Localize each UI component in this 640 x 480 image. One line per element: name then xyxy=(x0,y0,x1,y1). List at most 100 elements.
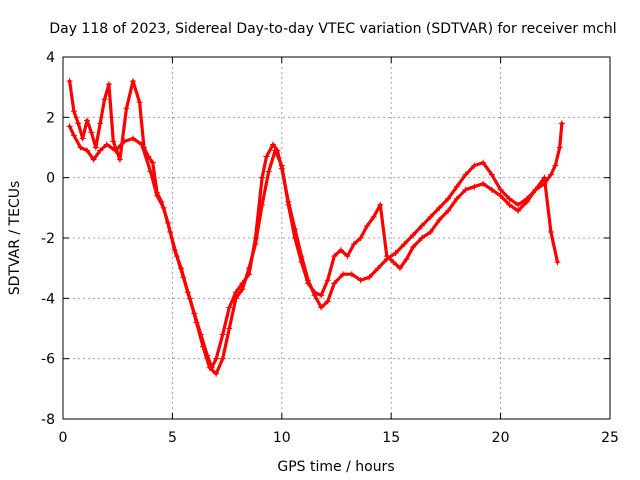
data-point xyxy=(272,147,279,154)
data-point xyxy=(147,168,154,175)
data-point xyxy=(515,201,522,208)
data-point xyxy=(383,253,390,260)
data-point xyxy=(232,295,239,302)
data-point xyxy=(298,259,305,266)
data-point xyxy=(116,156,123,163)
data-point xyxy=(75,120,82,127)
plot-frame xyxy=(62,56,611,420)
data-point xyxy=(97,147,104,154)
data-point xyxy=(90,156,97,163)
data-point xyxy=(186,295,193,302)
data-point xyxy=(370,213,377,220)
data-point xyxy=(105,81,112,88)
data-point xyxy=(552,162,559,169)
data-point xyxy=(138,141,145,148)
data-point xyxy=(337,247,344,254)
data-point xyxy=(213,355,220,362)
data-point xyxy=(396,265,403,272)
data-point xyxy=(77,144,84,151)
data-point xyxy=(66,78,73,85)
data-point xyxy=(390,259,397,266)
data-point xyxy=(418,235,425,241)
data-point xyxy=(154,192,161,199)
data-point xyxy=(92,144,99,151)
data-point xyxy=(471,183,478,190)
data-point xyxy=(239,286,246,293)
data-point xyxy=(453,195,460,202)
data-point xyxy=(366,274,373,281)
series-layer xyxy=(66,78,565,377)
data-point xyxy=(427,228,434,235)
data-point xyxy=(70,132,77,139)
data-point xyxy=(436,204,443,211)
data-point xyxy=(79,135,86,142)
data-point xyxy=(121,138,128,145)
y-tick-label: -4 xyxy=(41,291,55,307)
data-point xyxy=(324,277,331,284)
data-point xyxy=(84,147,91,154)
data-point xyxy=(259,174,266,181)
data-point xyxy=(340,271,347,278)
x-axis-label: GPS time / hours xyxy=(277,459,394,475)
data-point xyxy=(351,241,358,248)
data-point xyxy=(226,304,233,311)
data-point xyxy=(436,216,443,223)
data-point xyxy=(497,192,504,199)
x-tick-label: 10 xyxy=(273,430,291,446)
series-line-1 xyxy=(67,79,564,370)
data-point xyxy=(232,289,239,296)
data-point xyxy=(180,274,187,281)
data-point xyxy=(427,213,434,220)
data-point xyxy=(554,259,561,266)
data-point xyxy=(193,319,200,326)
x-tick-label: 15 xyxy=(382,430,400,446)
data-point xyxy=(488,186,495,193)
data-point xyxy=(149,159,156,166)
data-point xyxy=(265,168,272,175)
data-point xyxy=(364,222,371,229)
data-point xyxy=(285,201,292,208)
data-point xyxy=(392,250,399,257)
data-point xyxy=(259,201,266,208)
data-point xyxy=(206,364,213,371)
data-point xyxy=(506,195,513,202)
data-point xyxy=(200,343,207,350)
data-point xyxy=(410,231,417,238)
data-point xyxy=(245,265,252,272)
data-point xyxy=(488,171,495,178)
data-point xyxy=(541,174,548,181)
x-axis: 0 5 10 15 20 25 xyxy=(59,57,619,446)
data-point xyxy=(547,171,554,178)
x-tick-label: 25 xyxy=(601,430,619,446)
chart-title: Day 118 of 2023, Sidereal Day-to-day VTE… xyxy=(49,21,616,37)
x-tick-label: 20 xyxy=(492,430,510,446)
data-point xyxy=(219,355,226,362)
x-tick-label: 5 xyxy=(168,430,177,446)
data-point xyxy=(66,123,73,130)
data-point xyxy=(167,228,174,235)
data-point xyxy=(270,141,277,148)
data-point xyxy=(453,183,460,190)
data-point xyxy=(88,129,95,136)
data-point xyxy=(84,117,91,124)
data-point xyxy=(532,186,539,193)
data-point xyxy=(401,241,408,248)
data-point xyxy=(173,253,180,260)
data-point xyxy=(357,277,364,284)
data-point xyxy=(377,201,384,208)
data-point xyxy=(318,292,325,299)
data-point xyxy=(130,135,137,142)
data-point xyxy=(305,280,312,287)
data-point xyxy=(101,96,108,103)
data-point xyxy=(462,171,469,178)
grid-lines xyxy=(63,57,610,419)
y-tick-label: -8 xyxy=(41,412,55,428)
data-point xyxy=(130,78,137,85)
data-point xyxy=(291,235,298,241)
data-point xyxy=(348,271,355,278)
y-tick-label: -2 xyxy=(41,231,55,247)
data-point xyxy=(103,141,110,148)
data-point xyxy=(226,325,233,332)
data-point xyxy=(324,298,331,305)
